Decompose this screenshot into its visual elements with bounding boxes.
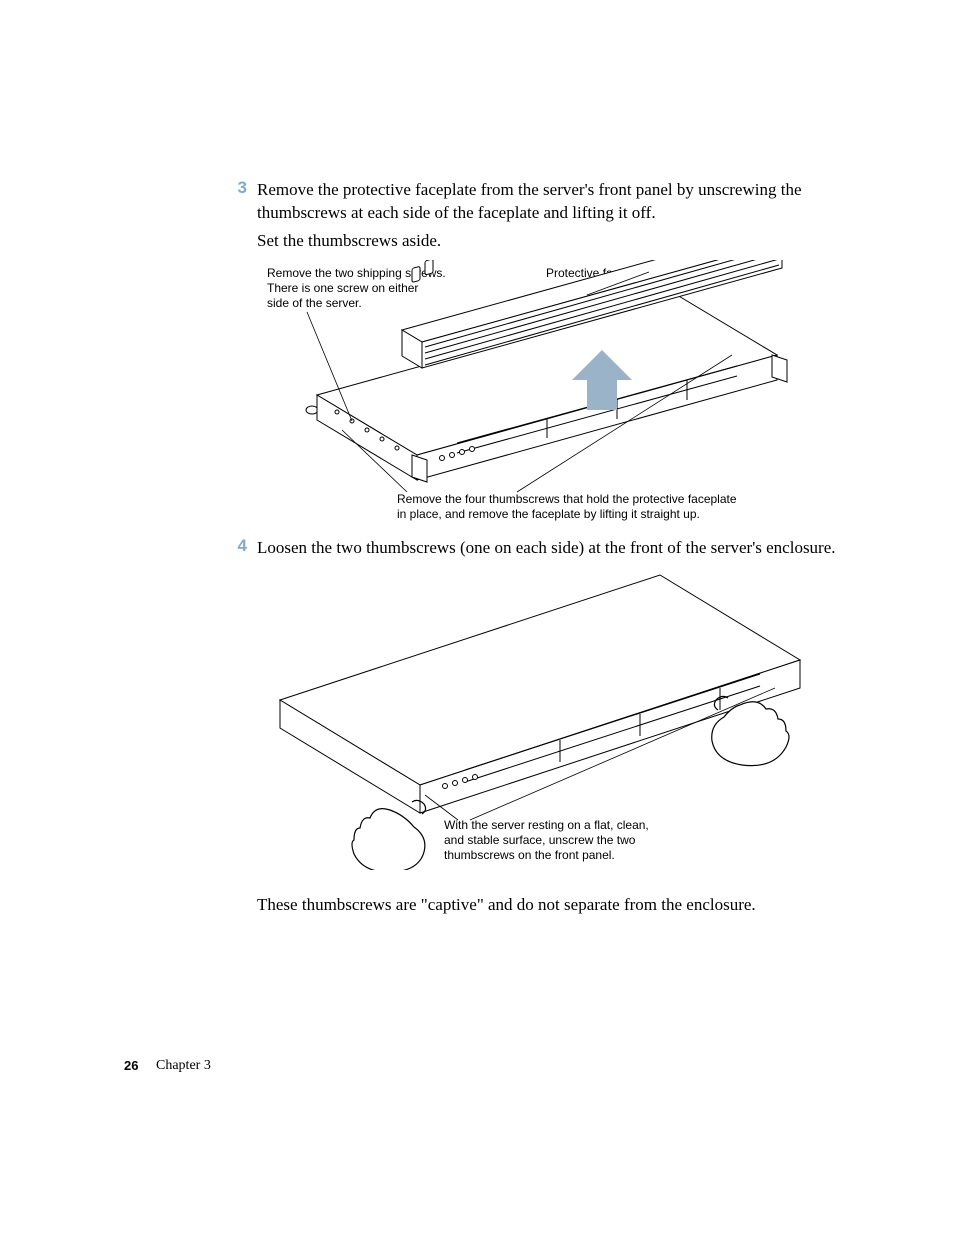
document-page: 3 Remove the protective faceplate from t… — [0, 0, 954, 1235]
chapter-label: Chapter 3 — [156, 1058, 211, 1074]
fig2-caption-l2: and stable surface, unscrew the two — [444, 833, 635, 848]
step-number-3: 3 — [227, 178, 247, 198]
fig2-caption-l1: With the server resting on a flat, clean… — [444, 818, 649, 833]
fig1-caption-bottom-l1: Remove the four thumbscrews that hold th… — [397, 492, 737, 507]
step4-body-after: These thumbscrews are "captive" and do n… — [257, 893, 857, 916]
step3-body-line2: thumbscrews at each side of the faceplat… — [257, 201, 817, 224]
figure-1-faceplate-removal — [257, 260, 797, 520]
step3-body-line1: Remove the protective faceplate from the… — [257, 178, 817, 201]
step-number-4: 4 — [227, 536, 247, 556]
step3-body-line3: Set the thumbscrews aside. — [257, 229, 817, 252]
page-number: 26 — [124, 1058, 138, 1073]
fig2-caption-l3: thumbscrews on the front panel. — [444, 848, 615, 863]
fig1-caption-bottom-l2: in place, and remove the faceplate by li… — [397, 507, 700, 522]
step4-body-line1: Loosen the two thumbscrews (one on each … — [257, 536, 857, 559]
